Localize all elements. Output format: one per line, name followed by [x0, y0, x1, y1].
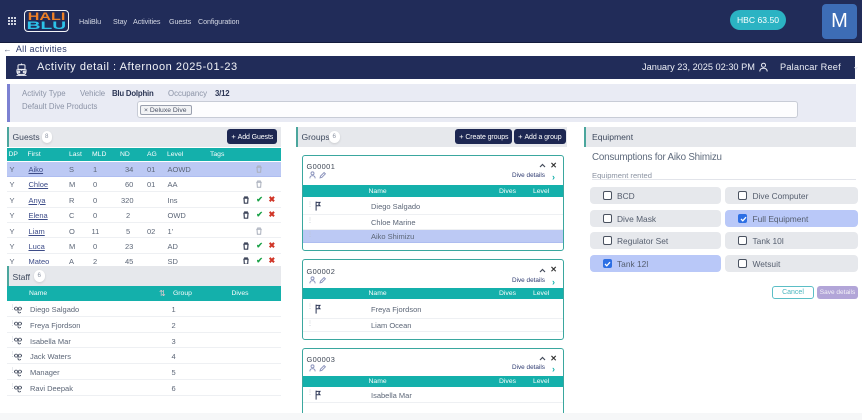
svg-text:BLU: BLU — [27, 20, 67, 30]
svg-text:HALI: HALI — [28, 11, 66, 23]
